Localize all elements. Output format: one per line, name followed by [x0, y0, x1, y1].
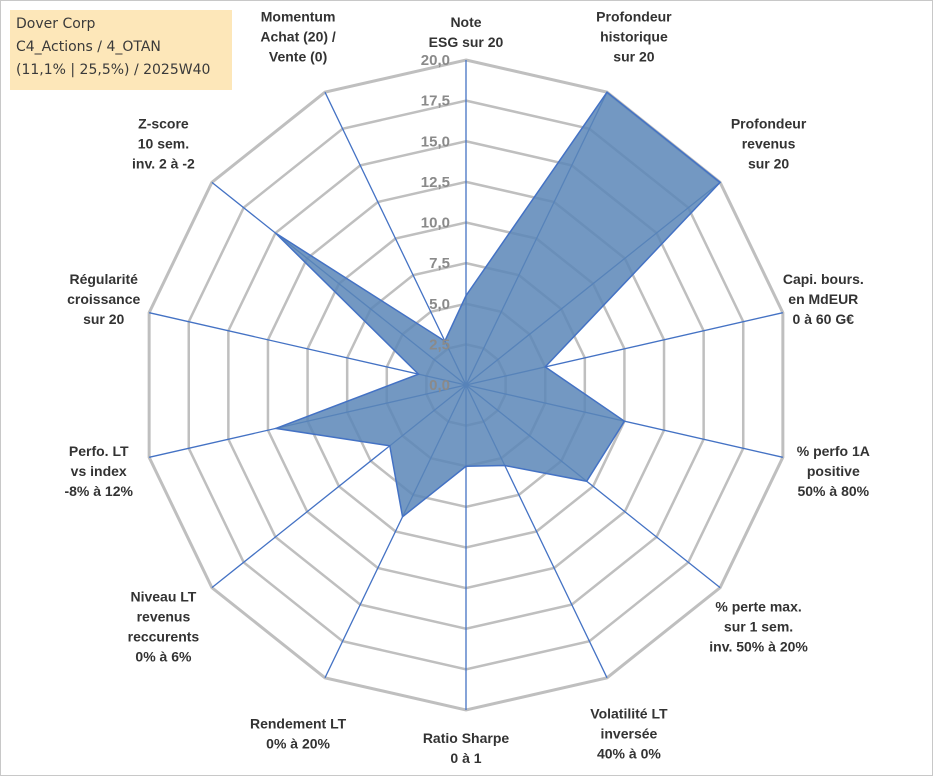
company-name: Dover Corp [16, 16, 96, 32]
info-box: Dover Corp C4_Actions / 4_OTAN (11,1% | … [10, 10, 232, 90]
radar-axis-labels: Note ESG sur 20 Profondeur historique sur 20… [64, 8, 869, 766]
axis-label: Rendement LT 0% à 20% [250, 716, 347, 752]
axis-label: Profondeur historique sur 20 [596, 8, 672, 64]
tick-label: 2,5 [429, 336, 450, 353]
performance-stats: (11,1% | 25,5%) / 2025W40 [16, 62, 211, 78]
axis-label: Profondeur revenus sur 20 [731, 116, 807, 172]
radar-tick-labels: 0,0 2,5 5,0 7,5 10,0 12,5 15,0 17,5 20,0 [421, 52, 450, 394]
tick-label: 0,0 [429, 377, 450, 394]
axis-label: Niveau LT revenus reccurents 0% à 6% [128, 588, 200, 664]
axis-label: % perfo 1A positive 50% à 80% [797, 443, 870, 499]
axis-spoke [324, 91, 467, 386]
axis-label: Momentum Achat (20) / Vente (0) [260, 8, 336, 64]
axis-label: Ratio Sharpe 0 à 1 [423, 730, 510, 766]
axis-label: % perte max. sur 1 sem. inv. 50% à 20% [709, 598, 808, 654]
axis-label: Z-score 10 sem. inv. 2 à -2 [132, 116, 195, 172]
axis-label: Volatilité LT inversée 40% à 0% [590, 706, 668, 762]
category-path: C4_Actions / 4_OTAN [16, 39, 161, 55]
tick-label: 17,5 [421, 93, 450, 110]
axis-spoke [149, 312, 467, 386]
tick-label: 20,0 [421, 52, 450, 69]
axis-label: Note ESG sur 20 [429, 14, 504, 50]
axis-label: Capi. bours. en MdEUR 0 à 60 G€ [783, 271, 864, 327]
axis-label: Perfo. LT vs index -8% à 12% [64, 443, 133, 499]
tick-label: 5,0 [429, 296, 450, 313]
tick-label: 7,5 [429, 255, 450, 272]
axis-label: Régularité croissance sur 20 [67, 271, 140, 327]
tick-label: 15,0 [421, 133, 450, 150]
tick-label: 10,0 [421, 215, 450, 232]
tick-label: 12,5 [421, 174, 450, 191]
series-area [272, 91, 722, 519]
radar-series [272, 91, 722, 519]
